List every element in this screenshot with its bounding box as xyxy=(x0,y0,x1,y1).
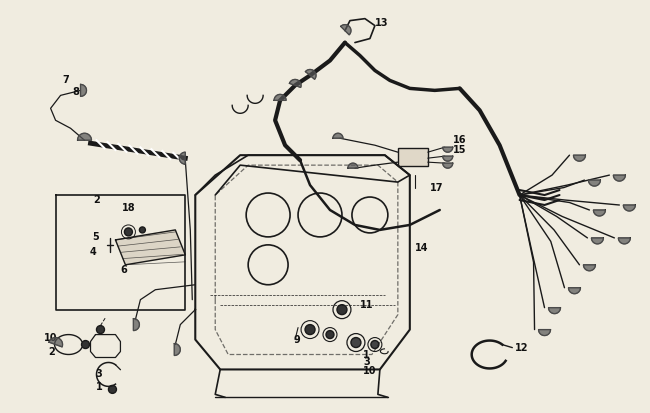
Polygon shape xyxy=(174,344,180,356)
Bar xyxy=(398,148,428,166)
Polygon shape xyxy=(289,79,301,88)
Polygon shape xyxy=(539,330,551,335)
Polygon shape xyxy=(81,84,86,96)
Polygon shape xyxy=(133,318,139,330)
Text: 2: 2 xyxy=(49,347,55,356)
Text: 18: 18 xyxy=(122,203,136,213)
Circle shape xyxy=(139,227,146,233)
Circle shape xyxy=(326,330,334,339)
Polygon shape xyxy=(443,147,453,152)
Circle shape xyxy=(81,341,90,349)
Polygon shape xyxy=(77,133,92,140)
Polygon shape xyxy=(588,180,601,186)
Polygon shape xyxy=(443,156,453,161)
Polygon shape xyxy=(549,308,560,313)
Text: 4: 4 xyxy=(90,247,96,257)
Polygon shape xyxy=(573,155,586,161)
Polygon shape xyxy=(618,238,630,244)
Polygon shape xyxy=(49,337,62,347)
Polygon shape xyxy=(592,238,603,244)
Text: 17: 17 xyxy=(430,183,443,193)
Polygon shape xyxy=(569,288,580,294)
Text: 3: 3 xyxy=(96,370,102,380)
Text: 3: 3 xyxy=(363,358,370,368)
Text: 11: 11 xyxy=(360,300,374,310)
Text: 9: 9 xyxy=(293,335,300,344)
Circle shape xyxy=(337,305,347,315)
Polygon shape xyxy=(623,205,635,211)
Polygon shape xyxy=(179,152,185,164)
Text: 1: 1 xyxy=(96,382,102,392)
Circle shape xyxy=(371,341,379,349)
Polygon shape xyxy=(116,230,185,265)
Text: 14: 14 xyxy=(415,243,428,253)
Polygon shape xyxy=(274,95,286,100)
Text: 16: 16 xyxy=(453,135,466,145)
Circle shape xyxy=(305,325,315,335)
Text: 5: 5 xyxy=(92,232,99,242)
Text: 8: 8 xyxy=(73,88,79,97)
Text: 6: 6 xyxy=(120,265,127,275)
Text: 2: 2 xyxy=(94,195,100,205)
Text: 7: 7 xyxy=(62,76,70,85)
Polygon shape xyxy=(341,25,351,35)
Circle shape xyxy=(109,385,116,393)
Text: 1: 1 xyxy=(363,349,370,359)
Polygon shape xyxy=(443,163,453,168)
Polygon shape xyxy=(348,163,358,168)
Circle shape xyxy=(124,228,133,236)
Polygon shape xyxy=(614,175,625,181)
Text: 13: 13 xyxy=(375,18,389,28)
Polygon shape xyxy=(306,69,316,79)
Circle shape xyxy=(351,337,361,347)
Text: 12: 12 xyxy=(515,342,528,353)
Text: 10: 10 xyxy=(363,366,376,376)
Text: 15: 15 xyxy=(453,145,466,155)
Text: 10: 10 xyxy=(44,332,57,342)
Polygon shape xyxy=(584,265,595,271)
Circle shape xyxy=(96,325,105,334)
Polygon shape xyxy=(333,133,343,138)
Polygon shape xyxy=(593,210,605,216)
